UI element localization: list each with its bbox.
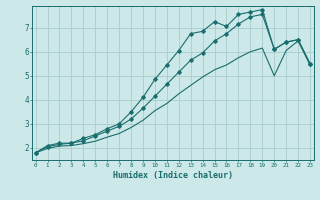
X-axis label: Humidex (Indice chaleur): Humidex (Indice chaleur) [113,171,233,180]
